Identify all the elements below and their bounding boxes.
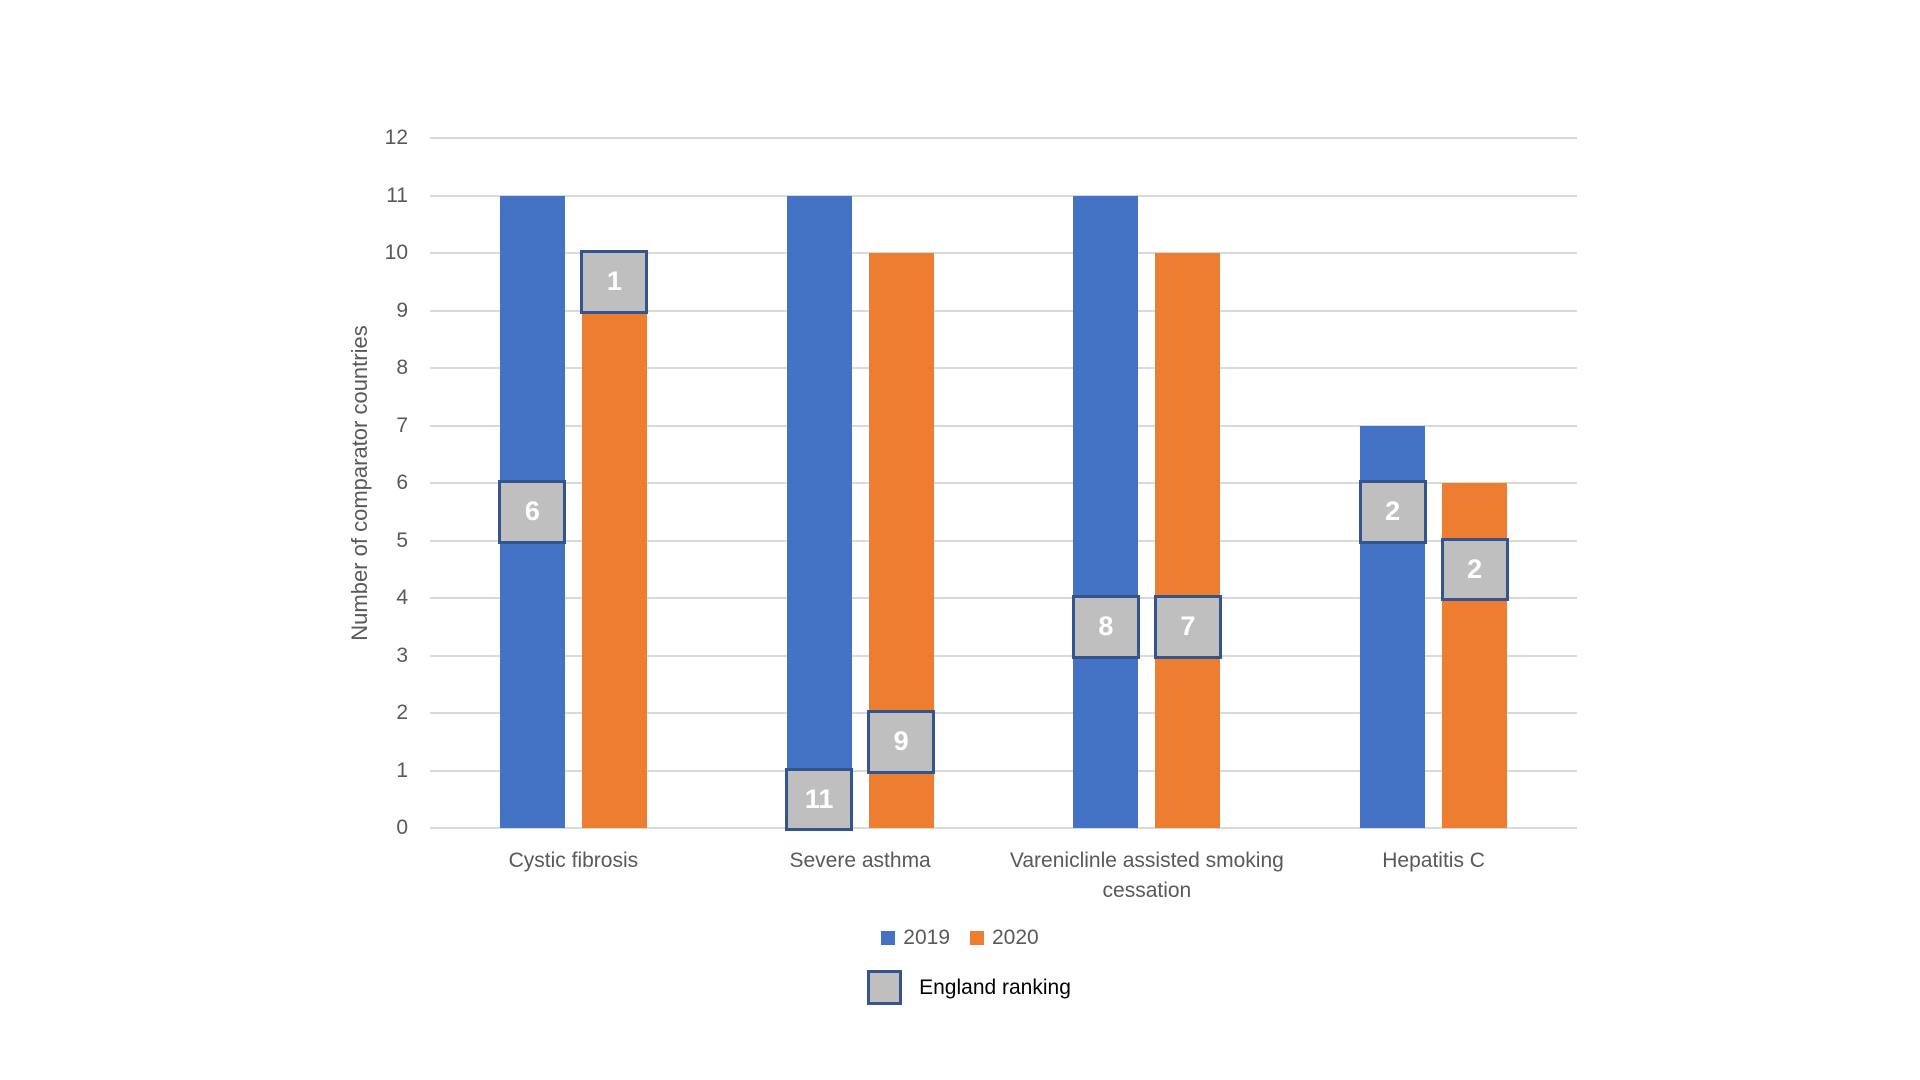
gridline [430,367,1577,369]
england-ranking-box: 11 [785,767,854,831]
y-tick-label: 4 [396,586,408,609]
y-tick-label: 8 [396,356,408,379]
legend-item-2020: 2020 [970,926,1039,950]
category-label: Severe asthma [789,849,931,872]
legend-swatch-2020-icon [970,931,984,945]
y-tick-label: 12 [384,126,408,149]
y-tick-label: 2 [396,701,408,724]
category-label: Hepatitis C [1382,849,1485,872]
england-ranking-box: 2 [1440,537,1509,601]
bar-2020 [1155,253,1221,828]
y-tick-label: 7 [396,413,408,437]
legend-item-2019: 2019 [881,926,950,950]
y-tick-label: 11 [386,183,408,207]
england-ranking-legend: England ranking [9,970,1920,1005]
gridline [430,769,1577,772]
legend-label-2019: 2019 [903,926,950,949]
series-legend: 2019 2020 [0,926,1920,950]
england-ranking-box: 7 [1153,595,1222,659]
bar-2019 [1073,195,1139,828]
gridline [430,827,1577,829]
england-ranking-box: 1 [580,250,649,314]
england-ranking-box: 8 [1071,595,1140,659]
gridline [430,309,1577,312]
england-ranking-box: 9 [867,710,936,774]
y-tick-label: 5 [396,528,408,552]
category-label: Vareniclinle assisted smoking cessation [1009,849,1284,902]
bar-2019 [786,195,852,828]
gridline [430,654,1577,657]
y-tick-label: 1 [396,758,408,782]
gridline [430,424,1577,427]
gridline [430,137,1577,139]
y-tick-label: 9 [396,298,408,322]
gridline [430,194,1577,197]
england-ranking-swatch-icon [867,970,903,1005]
gridline [430,252,1577,254]
gridline [430,597,1577,599]
legend-label-2020: 2020 [992,926,1039,949]
england-ranking-box: 2 [1358,480,1427,544]
y-tick-label: 0 [396,816,408,839]
y-tick-label: 3 [396,643,408,667]
bar-2020 [1442,483,1508,828]
gridline [430,482,1577,484]
legend-swatch-2019-icon [881,931,896,945]
category-label: Cystic fibrosis [508,849,639,872]
england-ranking-label: England ranking [919,975,1071,999]
y-tick-label: 6 [396,471,408,494]
gridline [430,712,1577,714]
gridline [430,539,1577,542]
bar-2020 [581,253,647,828]
england-ranking-box: 6 [498,480,567,544]
y-tick-label: 10 [384,241,408,264]
